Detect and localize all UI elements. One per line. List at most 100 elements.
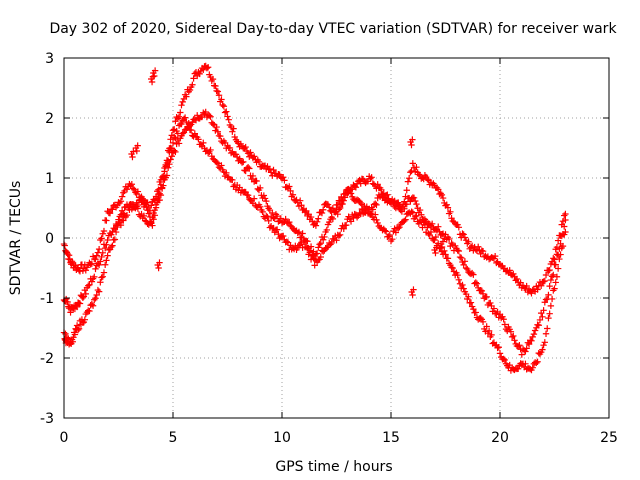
track-c-point [167,144,174,152]
track-c-point [120,217,127,224]
track-c-point [494,344,501,352]
track-c-point [144,199,151,206]
x-tick-label: 0 [60,430,69,446]
track-b-point [413,200,420,208]
spikes-point [408,141,415,149]
track-b-point [214,128,222,135]
track-b-point [403,200,410,208]
track-a-point [315,215,322,222]
track-b-point [560,223,568,230]
track-c-point [191,130,198,137]
track-b-point [326,218,333,226]
track-b-point [151,212,159,219]
track-c-point [89,302,97,309]
track-c-point [185,119,192,127]
track-b-point [546,282,553,290]
track-c-point [347,218,355,225]
spikes-point [133,147,141,155]
track-a-point [318,209,326,217]
track-c-point [455,276,463,283]
track-b-point [535,322,542,329]
track-b-point [528,337,535,345]
track-a-point [175,113,183,120]
track-b-point [97,258,104,265]
track-a-point [177,109,184,116]
track-c-point [362,209,369,216]
track-a-point [100,227,108,235]
track-a-point [82,267,89,274]
track-a-point [560,212,568,219]
track-b-point [92,265,99,273]
track-a-point [190,75,197,82]
track-a-point [289,191,297,198]
track-a-point [117,198,125,205]
spikes-point [439,238,447,245]
track-a-point [98,235,105,242]
track-c-point [477,314,484,322]
track-c-point [483,323,490,330]
track-a-point [408,167,415,175]
track-c-point [427,228,435,236]
track-a-point [61,242,68,249]
track-c-point [273,226,281,233]
track-c-point [117,221,125,229]
track-b-point [464,265,471,273]
track-c-point [551,285,558,292]
track-c-point [134,201,142,209]
track-c-point [442,251,449,258]
track-c-point [174,130,182,137]
track-b-point [418,211,425,218]
track-b-point [207,113,214,120]
track-c-point [223,169,230,177]
track-b-point [346,186,354,194]
track-c-point [479,318,487,325]
track-a-point [88,260,96,267]
track-a-point [145,210,152,217]
track-c-point [164,157,172,165]
track-a-point [92,256,99,263]
track-c-point [534,358,541,365]
track-c-point [244,192,252,199]
track-c-point [545,314,552,322]
track-c-point [544,325,551,332]
track-b-point [531,327,539,334]
y-tick-label: 0 [45,231,54,247]
track-b-point [282,215,289,223]
track-b-point [175,140,183,147]
track-a-point [443,201,450,208]
track-c-point [500,355,507,363]
track-c-point [385,233,392,240]
track-c-point [552,279,559,286]
marks-layer [60,62,569,374]
track-a-point [460,231,467,238]
track-a-point [218,96,225,103]
track-b-point [315,244,322,251]
track-a-point [68,261,75,268]
track-c-point [327,241,334,248]
track-b-point [552,261,559,268]
track-a-point [123,186,131,193]
track-c-point [162,161,169,169]
track-a-point [448,215,455,222]
track-b-point [472,279,479,286]
track-b-point [435,223,442,230]
track-c-point [101,261,109,268]
track-b-point [416,206,424,214]
track-c-point [200,139,207,147]
track-c-point [166,148,173,156]
track-b-point [410,194,418,202]
track-a-point [266,165,274,173]
track-c-point [366,205,373,213]
track-b-point [483,293,490,301]
track-c-point [71,331,79,338]
x-axis-label: GPS time / hours [275,459,392,475]
track-b-point [146,218,154,225]
track-b-point [172,148,179,156]
track-b-point [103,241,110,248]
track-c-point [501,356,509,364]
x-tick-label: 10 [273,430,291,446]
track-b-point [478,287,486,295]
track-a-point [510,270,517,278]
track-c-point [114,223,121,231]
